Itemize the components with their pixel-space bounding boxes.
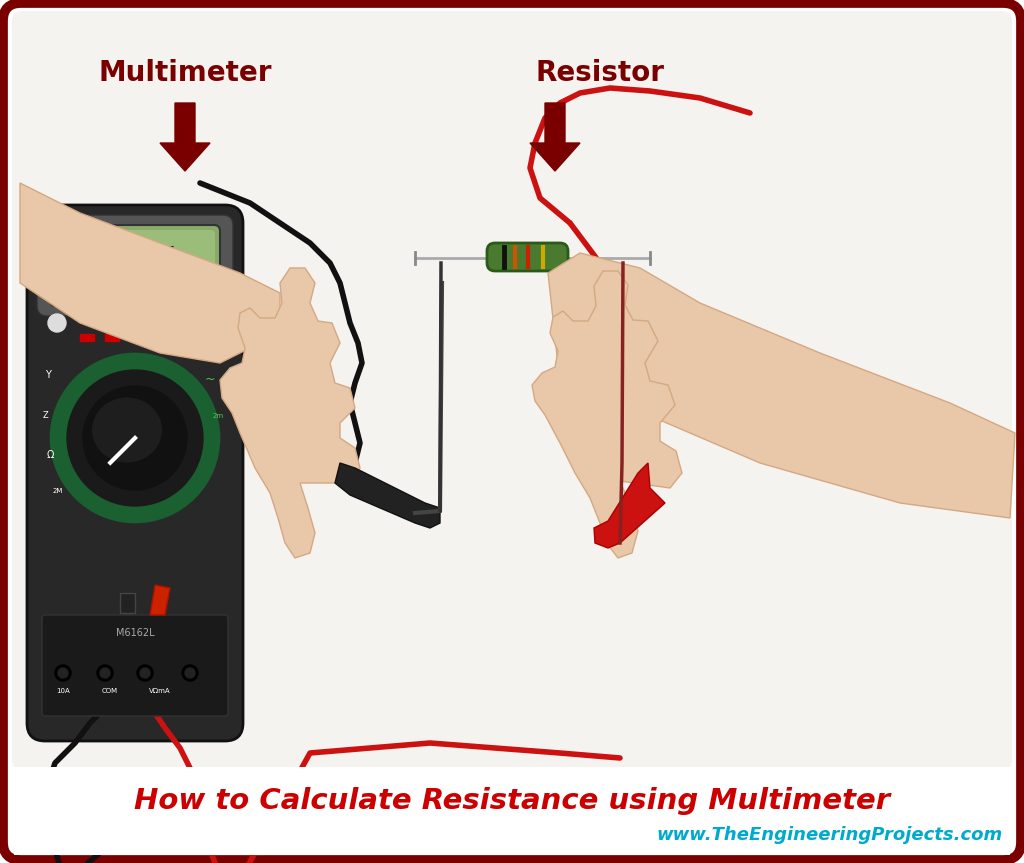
Text: Z: Z <box>43 411 49 420</box>
Circle shape <box>100 668 110 678</box>
FancyBboxPatch shape <box>3 3 1021 860</box>
Text: COM: COM <box>102 688 118 694</box>
Circle shape <box>137 665 153 681</box>
Polygon shape <box>594 463 665 548</box>
Text: 2m: 2m <box>213 413 224 419</box>
Ellipse shape <box>92 398 162 463</box>
Circle shape <box>202 317 224 339</box>
Text: 10A: 10A <box>56 688 70 694</box>
Text: www.TheEngineeringProjects.com: www.TheEngineeringProjects.com <box>656 826 1004 844</box>
Circle shape <box>55 665 71 681</box>
Polygon shape <box>150 585 170 615</box>
FancyBboxPatch shape <box>42 615 228 716</box>
Polygon shape <box>548 253 1015 518</box>
FancyBboxPatch shape <box>50 225 220 306</box>
Polygon shape <box>120 593 135 613</box>
Text: Ω: Ω <box>47 450 54 460</box>
Bar <box>180 334 194 341</box>
FancyBboxPatch shape <box>37 215 233 316</box>
Text: ~: ~ <box>205 373 215 386</box>
FancyBboxPatch shape <box>12 11 1012 770</box>
Circle shape <box>182 665 198 681</box>
Text: M6162L: M6162L <box>116 628 155 638</box>
Polygon shape <box>335 463 440 528</box>
Circle shape <box>185 668 195 678</box>
Bar <box>105 334 119 341</box>
Polygon shape <box>20 183 280 363</box>
Text: VΩmA: VΩmA <box>150 688 171 694</box>
Polygon shape <box>160 103 210 171</box>
FancyBboxPatch shape <box>27 205 243 741</box>
Polygon shape <box>220 268 360 558</box>
Circle shape <box>53 356 217 520</box>
Circle shape <box>140 668 150 678</box>
Circle shape <box>48 314 66 332</box>
Text: How to Calculate Resistance using Multimeter: How to Calculate Resistance using Multim… <box>134 787 890 815</box>
Text: 2M: 2M <box>53 488 63 494</box>
Text: Y: Y <box>45 370 51 380</box>
Circle shape <box>58 668 68 678</box>
Polygon shape <box>530 103 580 171</box>
Text: .001: .001 <box>88 246 181 284</box>
Polygon shape <box>532 271 682 558</box>
Bar <box>130 334 144 341</box>
Text: Resistor: Resistor <box>536 59 665 87</box>
Text: BACKLIGHT: BACKLIGHT <box>116 322 155 328</box>
Circle shape <box>83 386 187 490</box>
Circle shape <box>97 665 113 681</box>
Text: Multimeter: Multimeter <box>98 59 271 87</box>
Bar <box>80 334 94 341</box>
FancyBboxPatch shape <box>487 243 568 271</box>
Bar <box>155 334 169 341</box>
FancyBboxPatch shape <box>55 230 215 301</box>
Bar <box>14 767 1010 855</box>
